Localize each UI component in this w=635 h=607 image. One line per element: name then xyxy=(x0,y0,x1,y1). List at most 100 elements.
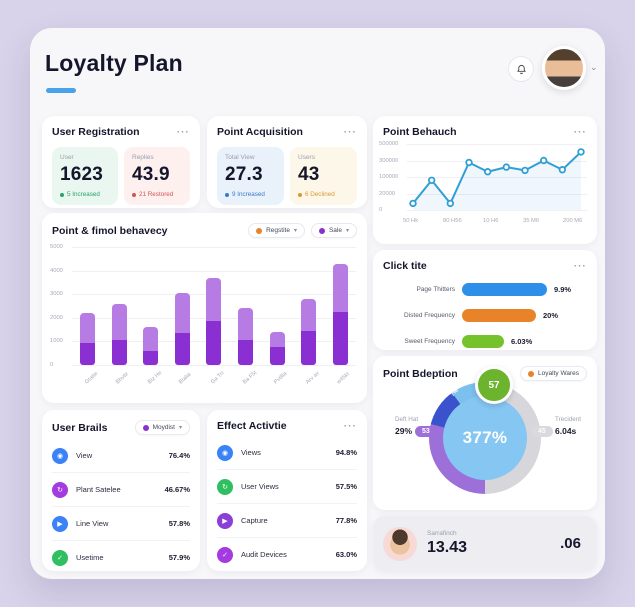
x-tick-label: 80 H56 xyxy=(443,218,462,224)
hbar-label: Disted Frequency xyxy=(404,311,455,319)
donut-left-pill: 53 xyxy=(415,426,437,437)
filter-dropdown-moydist[interactable]: Moydist ▾ xyxy=(134,420,190,435)
metric-label: View xyxy=(76,451,93,460)
donut-left-value: 29% xyxy=(395,426,413,436)
list-item[interactable]: ◉ Views 94.8% xyxy=(217,436,357,469)
hbar-value: 6.03% xyxy=(511,336,533,346)
point-fimol-card: Point & fimol behavecy Regstite ▾ Sale ▾… xyxy=(42,213,367,403)
hbar-bar[interactable] xyxy=(462,308,536,322)
y-tick-label: 100000 xyxy=(379,174,399,180)
x-tick-label: Gtatte xyxy=(83,370,100,386)
hbar-label: Page Thitters xyxy=(416,285,455,293)
bar[interactable] xyxy=(198,247,230,365)
card-title: Point Acquisition xyxy=(217,126,303,138)
x-tick-label: Ba F5t xyxy=(241,369,258,386)
summary-avatar xyxy=(383,526,417,561)
metric-label: Capture xyxy=(241,516,268,525)
x-tick-label: Bhvttr xyxy=(115,371,131,386)
metric-icon: ✓ xyxy=(217,546,233,563)
hbar-chart: Page Thitters 9.9% Disted Frequency 20% Swee… xyxy=(383,276,587,354)
tile-trend: 21 Restored xyxy=(132,191,182,198)
title-underline xyxy=(46,88,76,93)
x-tick-label: 35 M6 xyxy=(523,218,540,224)
bar-segment-dark xyxy=(111,340,127,365)
bar-segment-dark xyxy=(238,340,254,365)
list-item[interactable]: ◉ View 76.4% xyxy=(52,439,190,472)
dashboard-panel: Loyalty Plan ⌄ User Registration ⋯ User … xyxy=(30,28,605,579)
filter-label: Regstite xyxy=(266,227,290,234)
bar-segment-dark xyxy=(269,347,285,365)
x-tick-label: Ga Trt xyxy=(210,370,226,386)
tile-value: 43.9 xyxy=(132,164,170,185)
more-options-icon[interactable]: ⋯ xyxy=(343,124,357,139)
filter-dropdown-regstite[interactable]: Regstite ▾ xyxy=(248,223,305,238)
metric-label: Views xyxy=(241,448,261,457)
metric-label: Usetime xyxy=(76,553,104,562)
stat-tile-replies: Replies 43.9 21 Restored xyxy=(124,147,190,205)
filter-dot xyxy=(318,227,325,234)
card-title: Point Behauch xyxy=(383,126,457,138)
metric-label: Line View xyxy=(76,519,109,528)
bar[interactable] xyxy=(167,247,199,365)
data-point xyxy=(502,163,511,171)
list-item[interactable]: ↻ Plant Satelee 46.67% xyxy=(52,472,190,506)
donut-center-value: 377% xyxy=(462,428,508,447)
legend-pill-loyalty-wares[interactable]: Loyalty Wares xyxy=(520,366,587,381)
bar-segment-light xyxy=(269,331,285,348)
data-point xyxy=(446,199,455,208)
x-tick-label: w45kt xyxy=(336,371,352,386)
notification-button[interactable] xyxy=(508,56,534,82)
more-options-icon[interactable]: ⋯ xyxy=(573,258,587,273)
y-tick-label: 5000 xyxy=(50,244,63,250)
y-tick-label: 1000 xyxy=(50,338,63,345)
user-avatar[interactable] xyxy=(542,46,586,90)
more-options-icon[interactable]: ⋯ xyxy=(573,124,587,139)
bar[interactable] xyxy=(293,247,325,365)
bar[interactable] xyxy=(72,247,104,365)
tile-label: User xyxy=(60,154,74,161)
hbar-row: Sweet Frequency 6.03% xyxy=(383,328,587,354)
hbar-row: Disted Frequency 20% xyxy=(383,302,587,328)
bar[interactable] xyxy=(104,247,136,365)
bar-segment-light xyxy=(206,277,222,322)
list-item[interactable]: ↻ User Views 57.5% xyxy=(217,469,357,503)
more-options-icon[interactable]: ⋯ xyxy=(176,124,190,139)
list-item[interactable]: ▶ Line View 57.8% xyxy=(52,506,190,540)
point-acquisition-card: Point Acquisition ⋯ Total View 27.3 9 In… xyxy=(207,116,367,208)
card-title: Point & fimol behavecy xyxy=(52,224,168,237)
chevron-down-icon: ▾ xyxy=(345,228,349,234)
summary-label: Sarrafinch xyxy=(427,530,457,537)
summary-card: Sarrafinch 13.43 .06 xyxy=(373,516,597,571)
hbar-value: 9.9% xyxy=(554,284,572,294)
metric-icon: ↻ xyxy=(217,478,233,495)
stat-tile-users: Users 43 6 Declined xyxy=(290,147,357,205)
list-item[interactable]: ✓ Usetime 57.9% xyxy=(52,540,190,574)
bar[interactable] xyxy=(135,247,167,365)
hbar-bar[interactable] xyxy=(462,282,547,296)
chevron-down-icon[interactable]: ⌄ xyxy=(590,62,598,72)
bar[interactable] xyxy=(230,247,262,365)
metric-icon: ▶ xyxy=(217,512,233,529)
bar[interactable] xyxy=(261,247,293,365)
bell-icon xyxy=(516,64,526,74)
bar-segment-light xyxy=(174,293,190,334)
metric-value: 46.67% xyxy=(164,485,190,494)
filter-dropdown-sale[interactable]: Sale ▾ xyxy=(310,223,357,238)
hbar-label: Sweet Frequency xyxy=(404,337,455,345)
list-item[interactable]: ✓ Audit Devices 63.0% xyxy=(217,537,357,571)
x-tick-label: 200 M6 xyxy=(563,218,583,224)
legend-dot xyxy=(528,370,535,377)
donut-center: 377% xyxy=(443,396,527,480)
more-options-icon[interactable]: ⋯ xyxy=(343,418,357,433)
hbar-bar[interactable] xyxy=(462,334,504,348)
bar-segment-dark xyxy=(206,321,222,365)
list-item[interactable]: ▶ Capture 77.8% xyxy=(217,503,357,537)
bar-segment-dark xyxy=(332,311,348,365)
card-title: Click tite xyxy=(383,260,427,272)
metric-list: ◉ Views 94.8% ↻ User Views 57.5% ▶ Capture 77.8%… xyxy=(217,436,357,571)
bar[interactable] xyxy=(324,247,356,365)
chevron-down-icon: ▾ xyxy=(178,425,182,431)
y-tick-label: 0 xyxy=(50,362,54,368)
metric-list: ◉ View 76.4% ↻ Plant Satelee 46.67% ▶ Line View… xyxy=(52,439,190,574)
stacked-bar-chart: 5000 4000 3000 2000 1000 0 Gtatte Bhvttr Biz He B… xyxy=(42,241,367,399)
